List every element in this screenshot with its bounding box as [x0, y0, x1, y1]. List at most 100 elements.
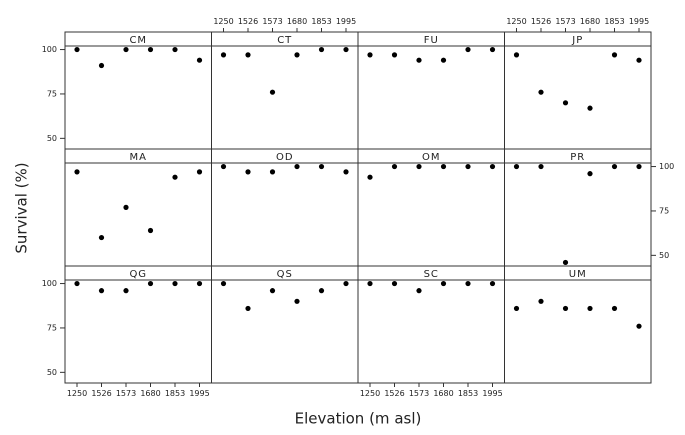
y-tick-label: 50: [659, 251, 669, 260]
dot: [123, 204, 129, 210]
panel: [504, 45, 652, 150]
panel-title: UM: [569, 269, 587, 280]
dot: [611, 305, 618, 312]
dot: [416, 57, 422, 63]
dot: [416, 288, 422, 294]
dot: [74, 169, 80, 175]
dot: [343, 280, 349, 287]
dot: [98, 62, 105, 69]
dot: [538, 89, 544, 95]
x-tick-label: 1995: [336, 17, 356, 26]
dot: [147, 227, 154, 234]
dot: [220, 280, 227, 287]
x-tick-label: 1573: [409, 389, 429, 398]
dot: [269, 89, 276, 95]
dot: [123, 288, 129, 294]
y-tick-label: 75: [659, 206, 669, 215]
x-tick-label: 1250: [213, 17, 233, 26]
panel: [64, 162, 212, 267]
dot: [74, 46, 80, 53]
panel: [211, 279, 359, 384]
dot: [587, 305, 593, 312]
dot: [343, 169, 349, 175]
dot: [513, 52, 520, 58]
panel-title: JP: [571, 35, 583, 46]
dot: [611, 163, 618, 170]
dot: [489, 280, 496, 287]
panel-title: FU: [424, 35, 439, 46]
x-tick-label: 1995: [629, 17, 649, 26]
dot: [367, 280, 373, 287]
panel-title: CM: [129, 35, 147, 46]
dot: [318, 288, 325, 294]
dot: [440, 280, 447, 287]
y-tick-label: 100: [659, 162, 674, 171]
dot: [343, 46, 349, 53]
dot: [367, 174, 373, 180]
dot: [636, 323, 642, 329]
dot: [196, 280, 203, 287]
panel-title: OD: [276, 152, 294, 163]
x-tick-label: 1250: [506, 17, 526, 26]
x-tick-label: 1526: [531, 17, 551, 26]
panel: [504, 162, 652, 267]
dot: [294, 52, 300, 58]
dot: [74, 280, 80, 287]
dot: [172, 174, 178, 180]
dot: [172, 280, 178, 287]
dot: [245, 52, 251, 58]
y-tick-label: 100: [42, 279, 57, 288]
x-tick-label: 1526: [238, 17, 258, 26]
dot: [562, 305, 569, 312]
panel-title: MA: [130, 152, 147, 163]
dot: [391, 163, 398, 170]
x-axis-title: Elevation (m asl): [295, 410, 422, 428]
dot: [367, 52, 373, 58]
dot: [440, 57, 447, 63]
panel: [357, 279, 505, 384]
x-tick-label: 1995: [482, 389, 502, 398]
x-tick-label: 1853: [311, 17, 331, 26]
dot: [465, 280, 471, 287]
dot: [294, 163, 300, 170]
x-tick-label: 1526: [91, 389, 111, 398]
x-tick-label: 1680: [140, 389, 160, 398]
dot: [98, 288, 105, 294]
y-axis-title: Survival (%): [13, 162, 31, 253]
dot: [636, 163, 642, 170]
y-tick-label: 100: [42, 45, 57, 54]
x-tick-label: 1853: [165, 389, 185, 398]
panel-title: PR: [570, 152, 585, 163]
panel: [64, 45, 212, 150]
dot: [220, 163, 227, 170]
dot: [489, 46, 496, 53]
dot: [611, 52, 618, 58]
x-tick-label: 1526: [384, 389, 404, 398]
dot: [587, 171, 593, 177]
x-tick-label: 1680: [287, 17, 307, 26]
panel-title: CT: [277, 35, 292, 46]
dot: [220, 52, 227, 58]
dot: [440, 163, 447, 170]
x-tick-label: 1573: [555, 17, 575, 26]
dot: [147, 46, 154, 53]
dot: [513, 163, 520, 170]
dot: [489, 163, 496, 170]
y-tick-label: 50: [47, 134, 57, 143]
dot: [245, 305, 251, 312]
dot: [416, 163, 422, 170]
x-tick-label: 1853: [458, 389, 478, 398]
dot: [538, 163, 544, 170]
dot: [587, 105, 593, 111]
dot: [318, 46, 325, 53]
panel: [357, 162, 505, 267]
dot: [391, 52, 398, 58]
dot: [269, 288, 276, 294]
dot: [98, 234, 105, 241]
dot: [294, 298, 300, 304]
x-tick-label: 1573: [116, 389, 136, 398]
dot: [562, 100, 569, 106]
dot: [196, 57, 203, 63]
y-tick-label: 75: [47, 89, 57, 98]
